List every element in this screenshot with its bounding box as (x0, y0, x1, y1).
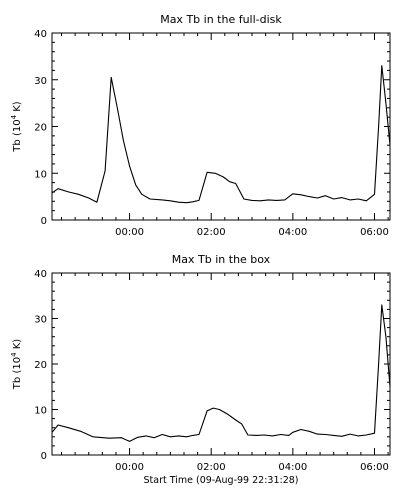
panel-2-ytick-label: 20 (34, 360, 47, 371)
panel-1-xtick-label: 00:00 (115, 227, 144, 238)
panel-1-ytick-label: 0 (41, 216, 47, 227)
panel-2-xtick-label: 00:00 (115, 462, 144, 473)
panel-2-y-axis-label-unit: K) (12, 339, 23, 353)
panel-2-x-axis-label: Start Time (09-Aug-99 22:31:28) (144, 475, 299, 486)
panel-1-ytick-label: 20 (34, 123, 47, 134)
panel-2-series-line-1 (51, 304, 391, 442)
panel-2-ytick-label: 30 (34, 315, 47, 326)
panel-1-y-axis-label-exponent: 4 (10, 114, 18, 119)
panel-2-y-axis-label-exponent: 4 (10, 352, 18, 357)
panel-2-ytick-label: 10 (34, 406, 47, 417)
panel-2-y-axis-label-main: Tb (10 (12, 357, 23, 390)
panel-1-ytick-label: 40 (34, 29, 47, 40)
panel-1-y-axis-label-main: Tb (10 (12, 119, 23, 152)
panel-2-ytick-label: 0 (41, 451, 47, 462)
panel-1-y-axis-label-unit: K) (12, 101, 23, 115)
panel-2-xtick-label: 04:00 (278, 462, 307, 473)
panel-1-series-line-1 (51, 65, 391, 204)
panel-1-xtick-label: 02:00 (197, 227, 226, 238)
panel-1-xtick-label: 04:00 (278, 227, 307, 238)
panel-1-ytick-label: 10 (34, 169, 47, 180)
panel-1-xtick-label: 06:00 (360, 227, 389, 238)
panel-2-xtick-label: 02:00 (197, 462, 226, 473)
panel-2-xtick-label: 06:00 (360, 462, 389, 473)
panel-2-title: Max Tb in the box (172, 253, 271, 266)
panel-1-ytick-label: 30 (34, 76, 47, 87)
panel-2-ytick-label: 40 (34, 269, 47, 280)
panel-2-y-axis-label: Tb (104 K) (10, 339, 23, 390)
panel-1-y-axis-label: Tb (104 K) (10, 101, 23, 152)
panel-1-title: Max Tb in the full-disk (160, 13, 282, 26)
